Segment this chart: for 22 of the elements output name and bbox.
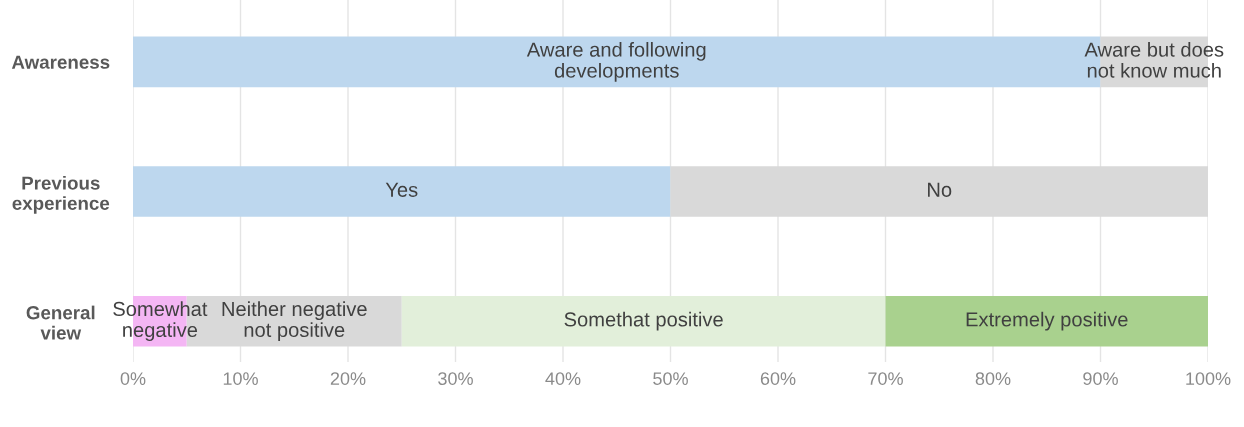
series-label: No: [928, 182, 952, 197]
x-tick-label: 70%: [868, 372, 903, 385]
x-tick-label: 20%: [330, 372, 366, 385]
series-label: Somethat positive: [564, 311, 723, 331]
series-label: Aware and following developments: [526, 41, 706, 82]
x-tick-label: 30%: [438, 372, 473, 385]
x-tick-label: 80%: [975, 372, 1011, 385]
series-label: Yes: [385, 182, 418, 197]
x-tick-label: 40%: [545, 372, 581, 385]
y-tick-label: Awareness: [11, 55, 110, 69]
x-tick-label: 50%: [653, 372, 688, 385]
series-label: Somewhat negative: [113, 301, 208, 342]
x-tick-label: 90%: [1083, 372, 1118, 385]
series-label: Aware but does not know much: [1084, 41, 1224, 78]
x-tick-label: 0%: [120, 372, 146, 385]
x-tick-label: 100%: [1186, 372, 1231, 385]
x-tick-label: 60%: [760, 372, 796, 385]
series-label: Extremely positive: [966, 311, 1128, 331]
y-tick-label: Previous experience: [12, 175, 110, 214]
x-tick-label: 10%: [223, 372, 258, 385]
y-tick-label: General view: [26, 305, 95, 340]
series-label: Neither negative not positive: [222, 301, 367, 342]
